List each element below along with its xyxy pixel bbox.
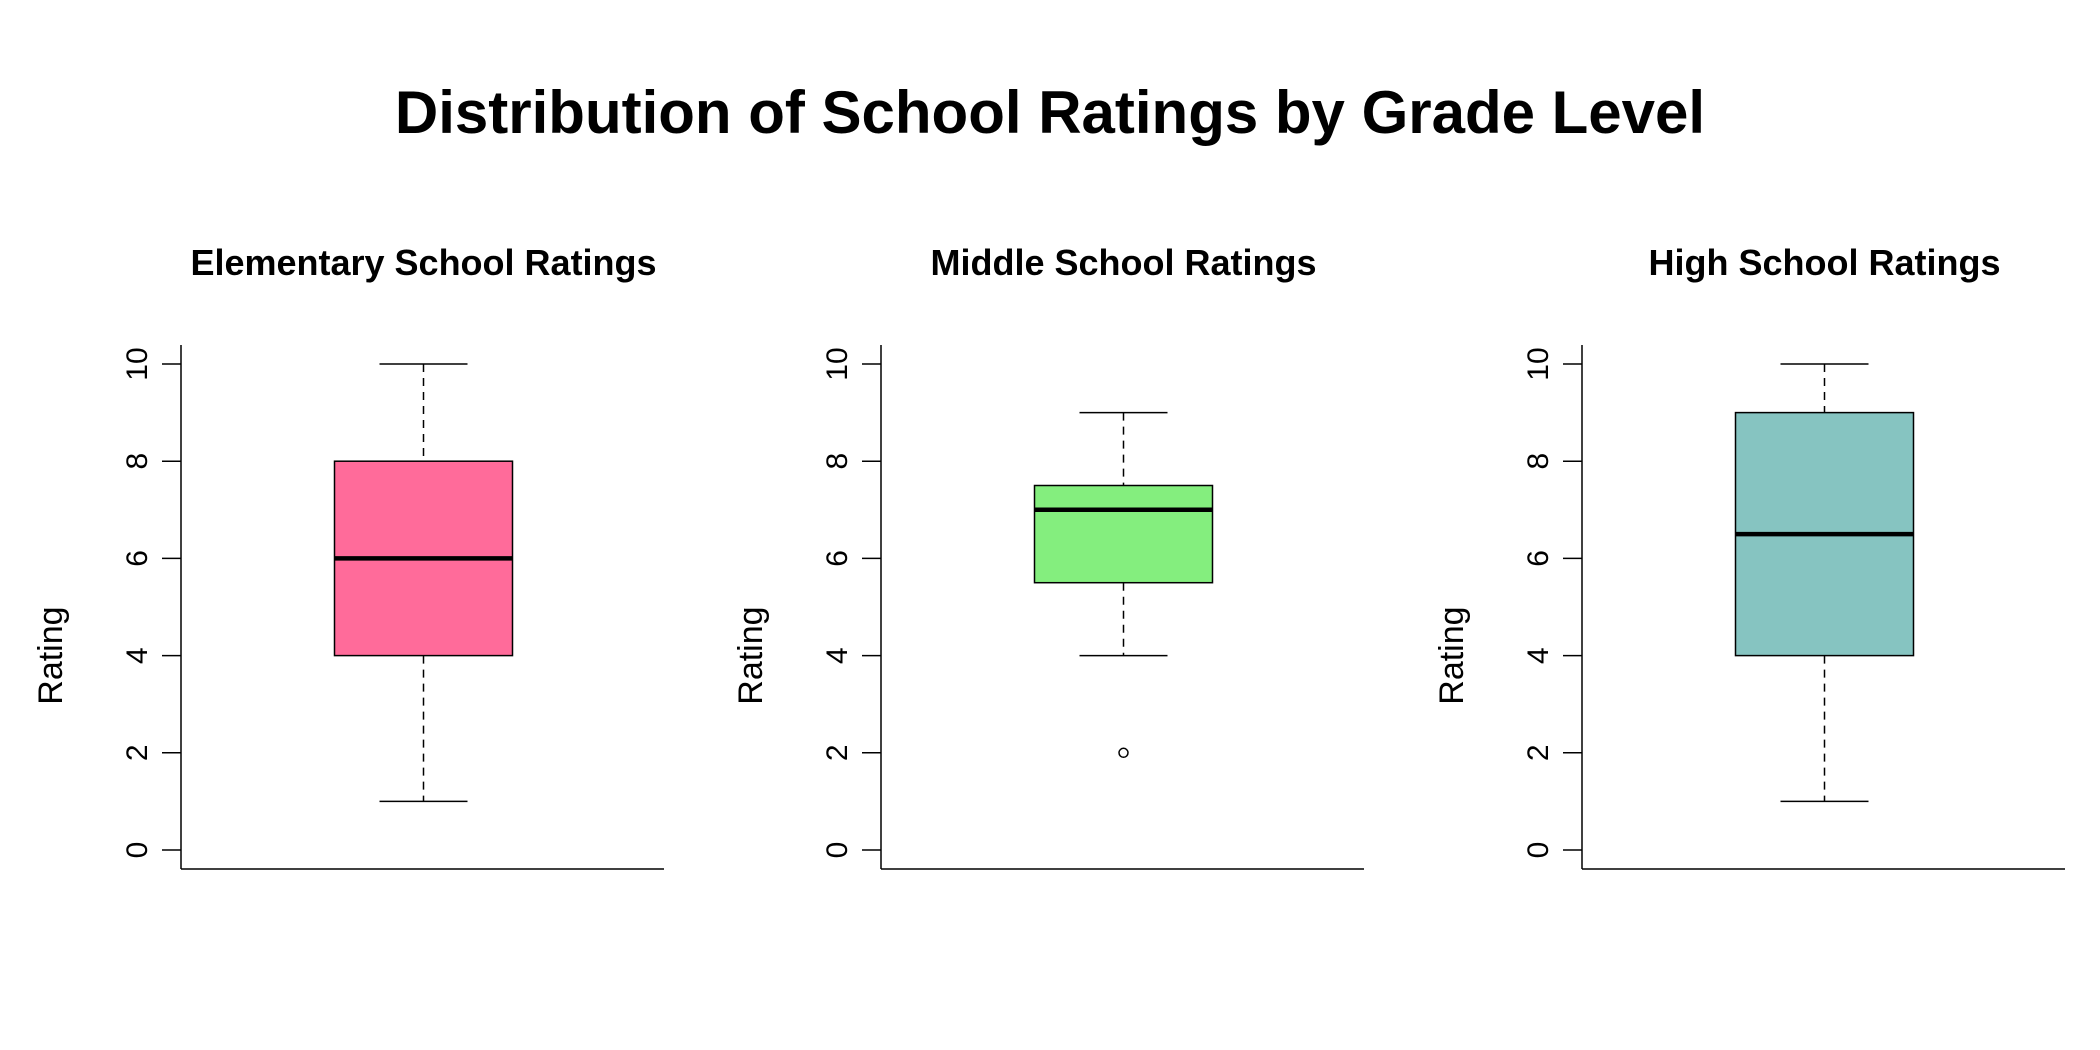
y-tick-label: 6: [821, 550, 854, 567]
y-tick-label: 10: [821, 347, 854, 380]
y-tick-label: 6: [121, 550, 154, 567]
y-tick-label: 8: [121, 453, 154, 470]
y-tick-label: 6: [1522, 550, 1555, 567]
chart-main-title: Distribution of School Ratings by Grade …: [394, 79, 1706, 146]
y-tick-label: 0: [1522, 842, 1555, 859]
y-tick-label: 0: [821, 842, 854, 859]
panel-title: High School Ratings: [1648, 242, 2000, 283]
y-tick-label: 4: [121, 647, 154, 664]
y-tick-label: 2: [121, 744, 154, 761]
y-tick-label: 4: [821, 647, 854, 664]
y-tick-label: 8: [821, 453, 854, 470]
y-tick-label: 10: [121, 347, 154, 380]
y-axis-label: Rating: [32, 606, 70, 704]
y-tick-label: 4: [1522, 647, 1555, 664]
panel-title: Middle School Ratings: [930, 242, 1316, 283]
y-tick-label: 2: [1522, 744, 1555, 761]
y-tick-label: 8: [1522, 453, 1555, 470]
panel-title: Elementary School Ratings: [190, 242, 656, 283]
y-axis-label: Rating: [1433, 606, 1471, 704]
iqr-box: [1033, 484, 1214, 584]
y-axis-label: Rating: [732, 606, 770, 704]
y-tick-label: 0: [121, 842, 154, 859]
y-tick-label: 10: [1522, 347, 1555, 380]
outlier-point: [1118, 747, 1129, 759]
y-tick-label: 2: [821, 744, 854, 761]
